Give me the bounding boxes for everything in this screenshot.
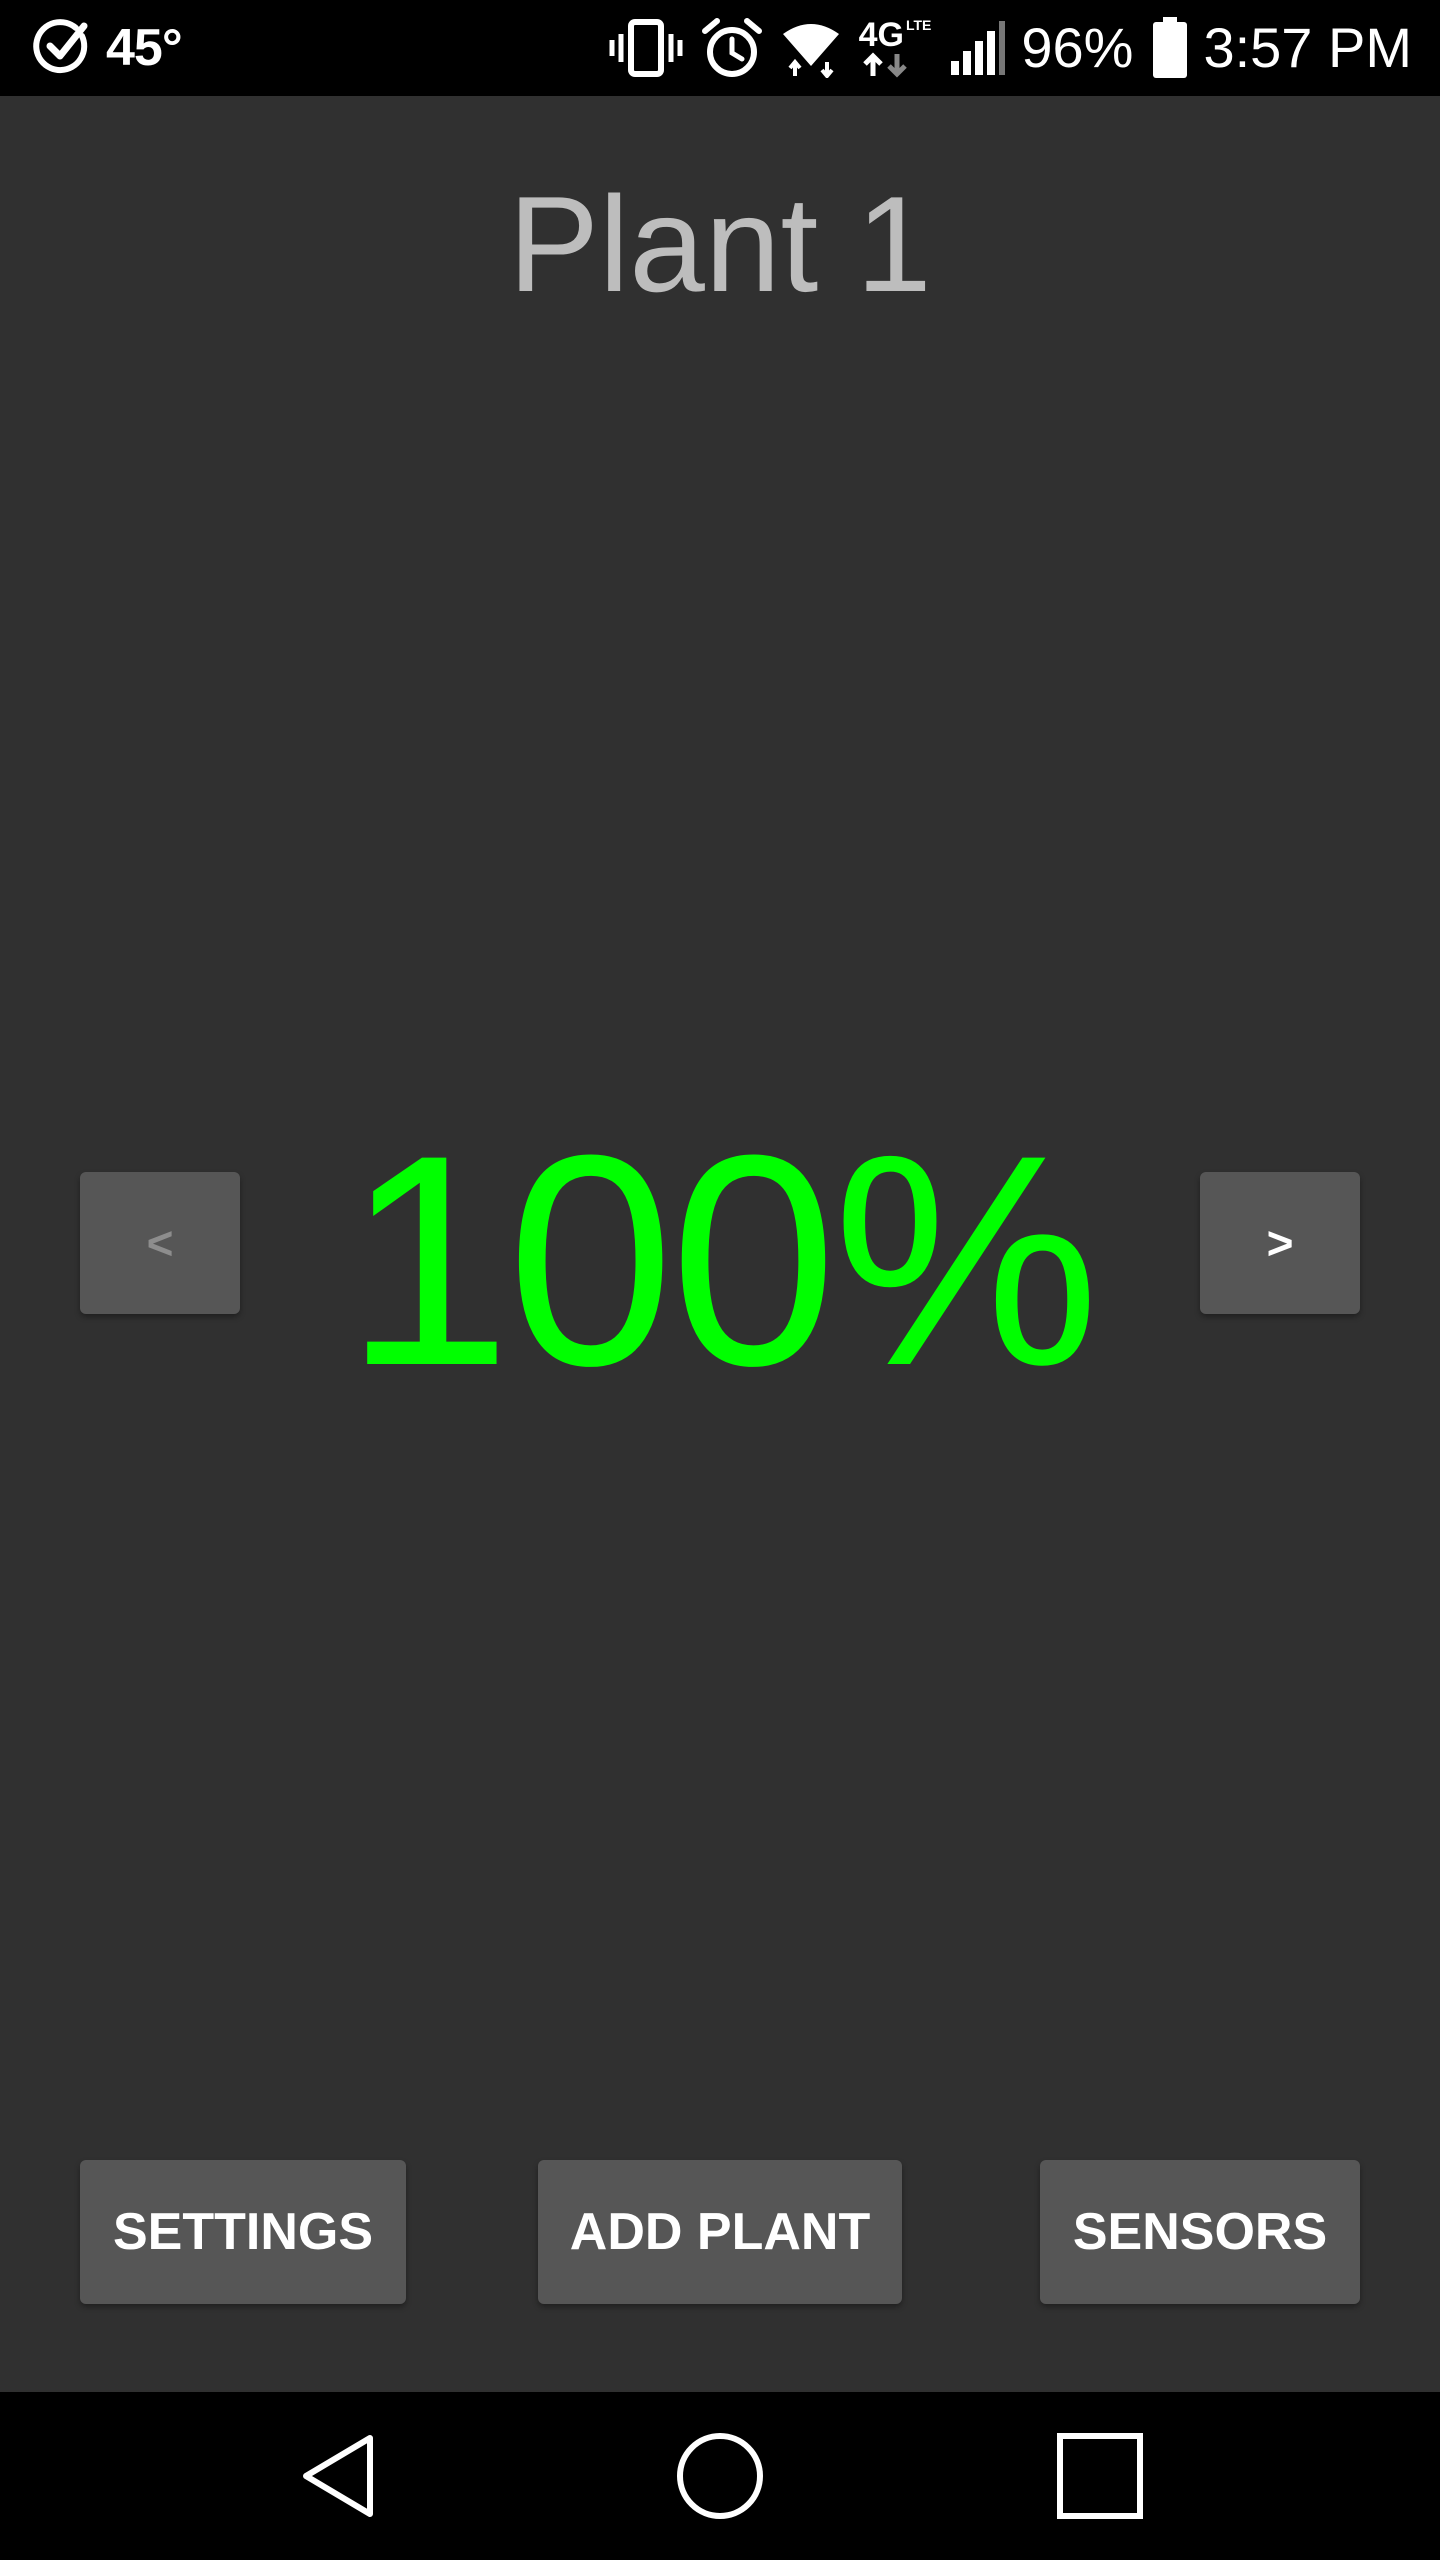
back-icon[interactable] [280, 2416, 400, 2536]
sensors-button[interactable]: SENSORS [1040, 2160, 1360, 2304]
moisture-value: 100% [344, 1092, 1099, 1428]
previous-plant-button[interactable]: < [80, 1172, 240, 1314]
status-bar: 45° [0, 0, 1440, 96]
add-plant-button[interactable]: ADD PLANT [538, 2160, 902, 2304]
settings-button[interactable]: SETTINGS [80, 2160, 406, 2304]
status-right: 4G LTE 96% 3:57 PM [591, 14, 1412, 82]
check-circle-icon [32, 16, 92, 81]
recents-icon[interactable] [1040, 2416, 1160, 2536]
next-plant-button[interactable]: > [1200, 1172, 1360, 1314]
signal-icon [949, 19, 1007, 77]
vibrate-icon [609, 18, 683, 78]
network-type: 4G [858, 16, 904, 54]
home-icon[interactable] [660, 2416, 780, 2536]
status-left: 45° [32, 14, 183, 82]
battery-percent: 96% [1021, 16, 1134, 79]
battery-icon [1151, 17, 1189, 79]
weather-temperature: 45° [106, 19, 183, 77]
page-title: Plant 1 [508, 168, 932, 320]
network-subtype: LTE [905, 17, 932, 33]
network-type-indicator: 4G LTE [858, 16, 932, 78]
wifi-icon [781, 18, 841, 78]
alarm-icon [701, 17, 763, 79]
clock: 3:57 PM [1203, 16, 1412, 79]
navigation-bar [0, 2392, 1440, 2560]
